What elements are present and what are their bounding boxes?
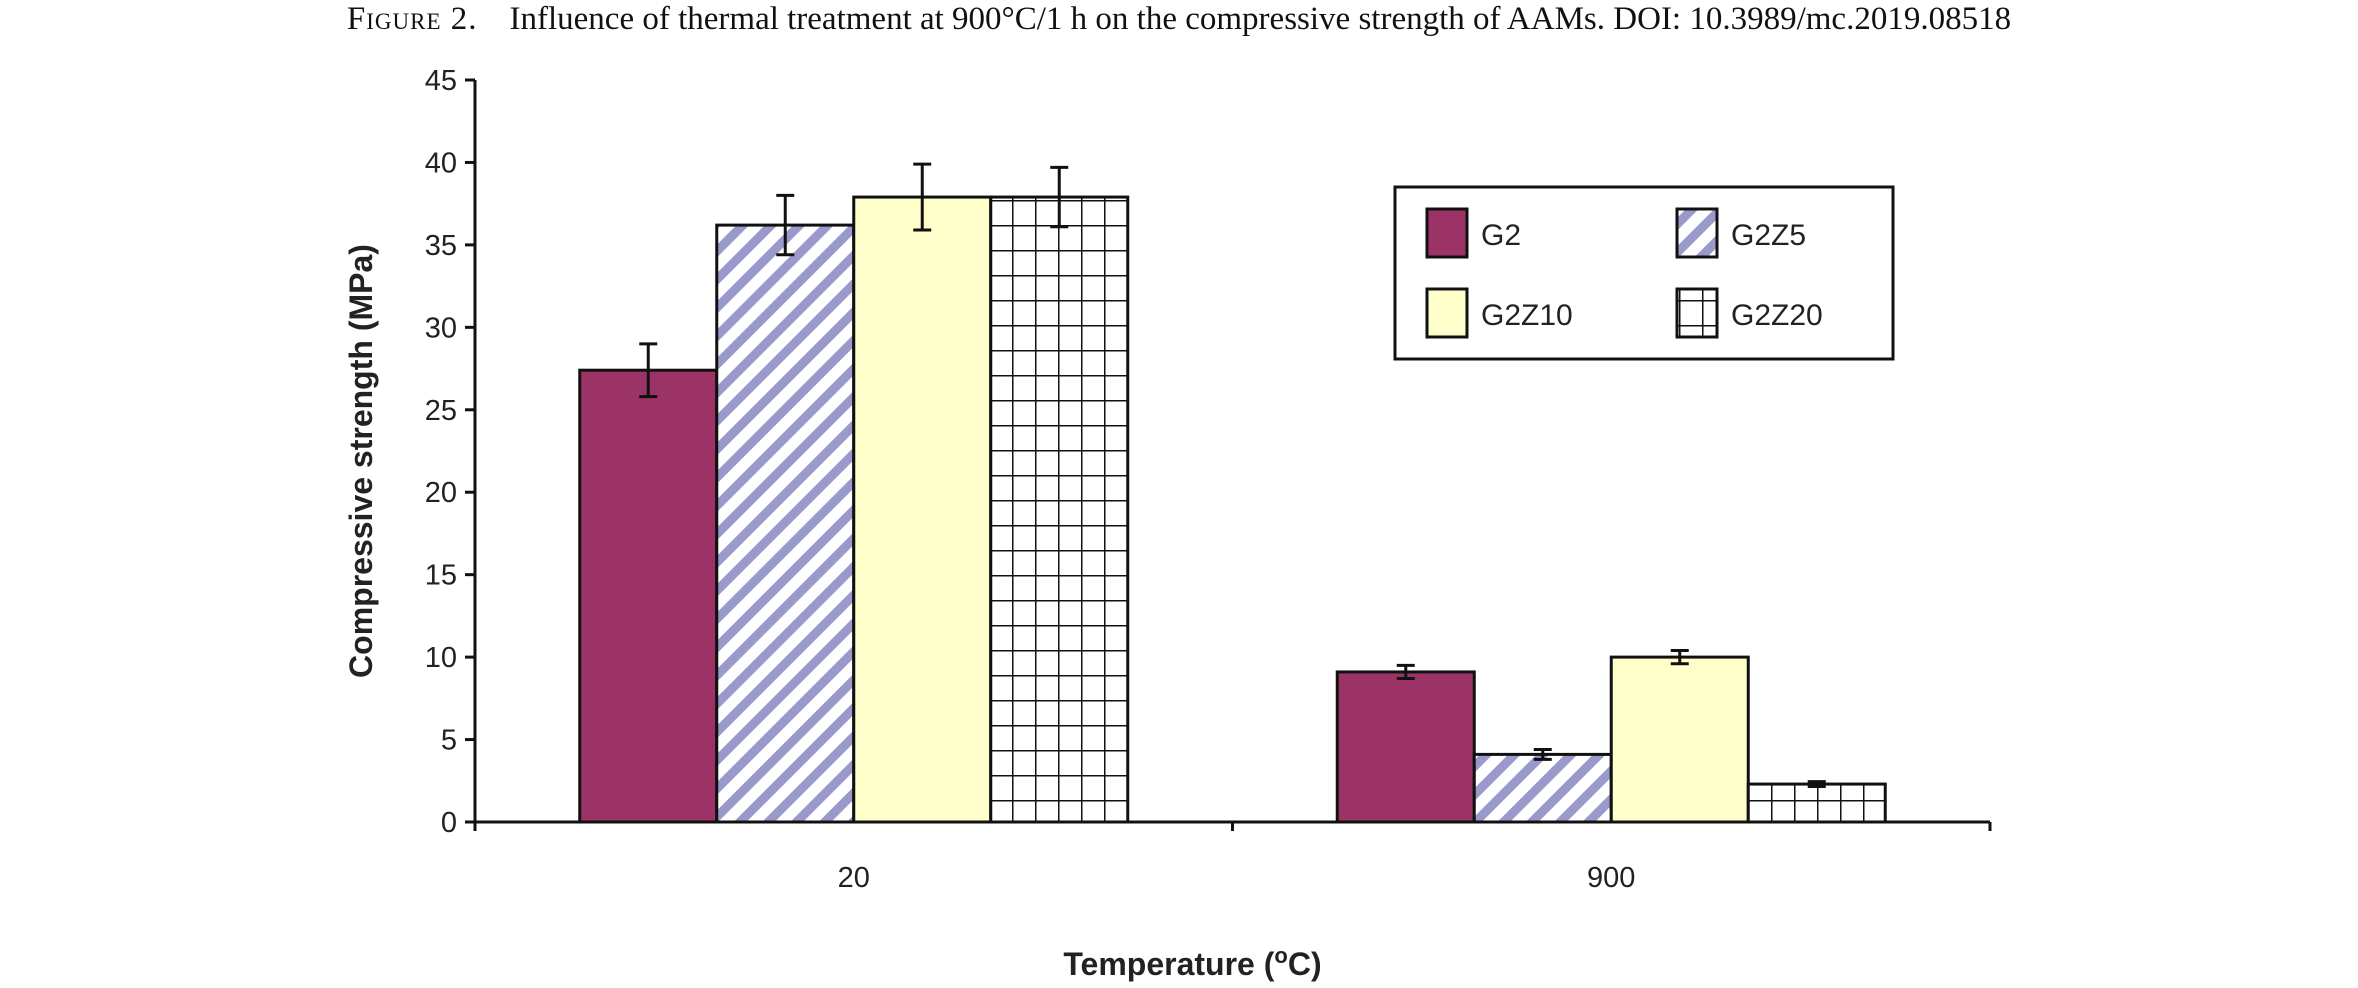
legend-swatch-g2z10: [1425, 287, 1469, 339]
y-tick-label: 30: [425, 312, 457, 344]
error-bar-g2z10-900: [1670, 649, 1689, 666]
legend-swatch-g2: [1425, 207, 1469, 259]
y-tick-label: 25: [425, 395, 457, 427]
legend: G2 G2Z5 G2Z10 G2Z20: [1393, 185, 1895, 361]
y-tick-label: 20: [425, 477, 457, 509]
x-tick-label: 900: [1587, 862, 1635, 894]
error-bar-g2-20: [639, 342, 658, 399]
legend-label-g2z20: G2Z20: [1731, 299, 1823, 332]
bar-g2z10-900: [1609, 655, 1750, 824]
x-tick-label: 20: [838, 862, 870, 894]
y-tick-label: 40: [425, 147, 457, 179]
error-bar-g2z20-20: [1050, 165, 1069, 229]
figure-caption-text: Influence of thermal treatment at 900°C/…: [509, 1, 2012, 37]
bar-g2-900: [1335, 670, 1476, 824]
bar-g2z20-900: [1746, 782, 1887, 824]
bar-g2z20-20: [989, 195, 1130, 824]
y-axis-title: Compressive strength (MPa): [343, 244, 379, 678]
error-bar-g2z5-20: [776, 193, 795, 257]
bar-g2z5-900: [1472, 752, 1613, 824]
figure-label: Figure 2.: [346, 1, 478, 37]
y-tick-label: 15: [425, 560, 457, 592]
y-tick-label: 45: [425, 65, 457, 97]
error-bar-g2z5-900: [1533, 747, 1552, 761]
figure-caption: Figure 2. Influence of thermal treatment …: [0, 0, 2358, 56]
legend-box: [1393, 185, 1895, 361]
y-tick-label: 0: [441, 807, 457, 839]
error-bar-g2-900: [1396, 663, 1415, 681]
bar-g2-20: [578, 368, 719, 824]
y-tick-label: 35: [425, 230, 457, 262]
bar-g2z5-20: [715, 223, 856, 824]
error-bar-g2z10-20: [913, 162, 932, 232]
legend-label-g2z5: G2Z5: [1731, 219, 1806, 252]
legend-label-g2z10: G2Z10: [1481, 299, 1573, 332]
bar-g2z10-20: [852, 195, 993, 824]
y-tick-label: 5: [441, 725, 457, 757]
legend-swatch-g2z20: [1675, 287, 1719, 339]
y-tick-label: 10: [425, 642, 457, 674]
x-axis-title: Temperature (oC): [1063, 943, 1321, 983]
error-bar-g2z20-900: [1807, 780, 1826, 789]
legend-swatch-g2z5: [1675, 207, 1719, 259]
legend-label-g2: G2: [1481, 219, 1521, 252]
